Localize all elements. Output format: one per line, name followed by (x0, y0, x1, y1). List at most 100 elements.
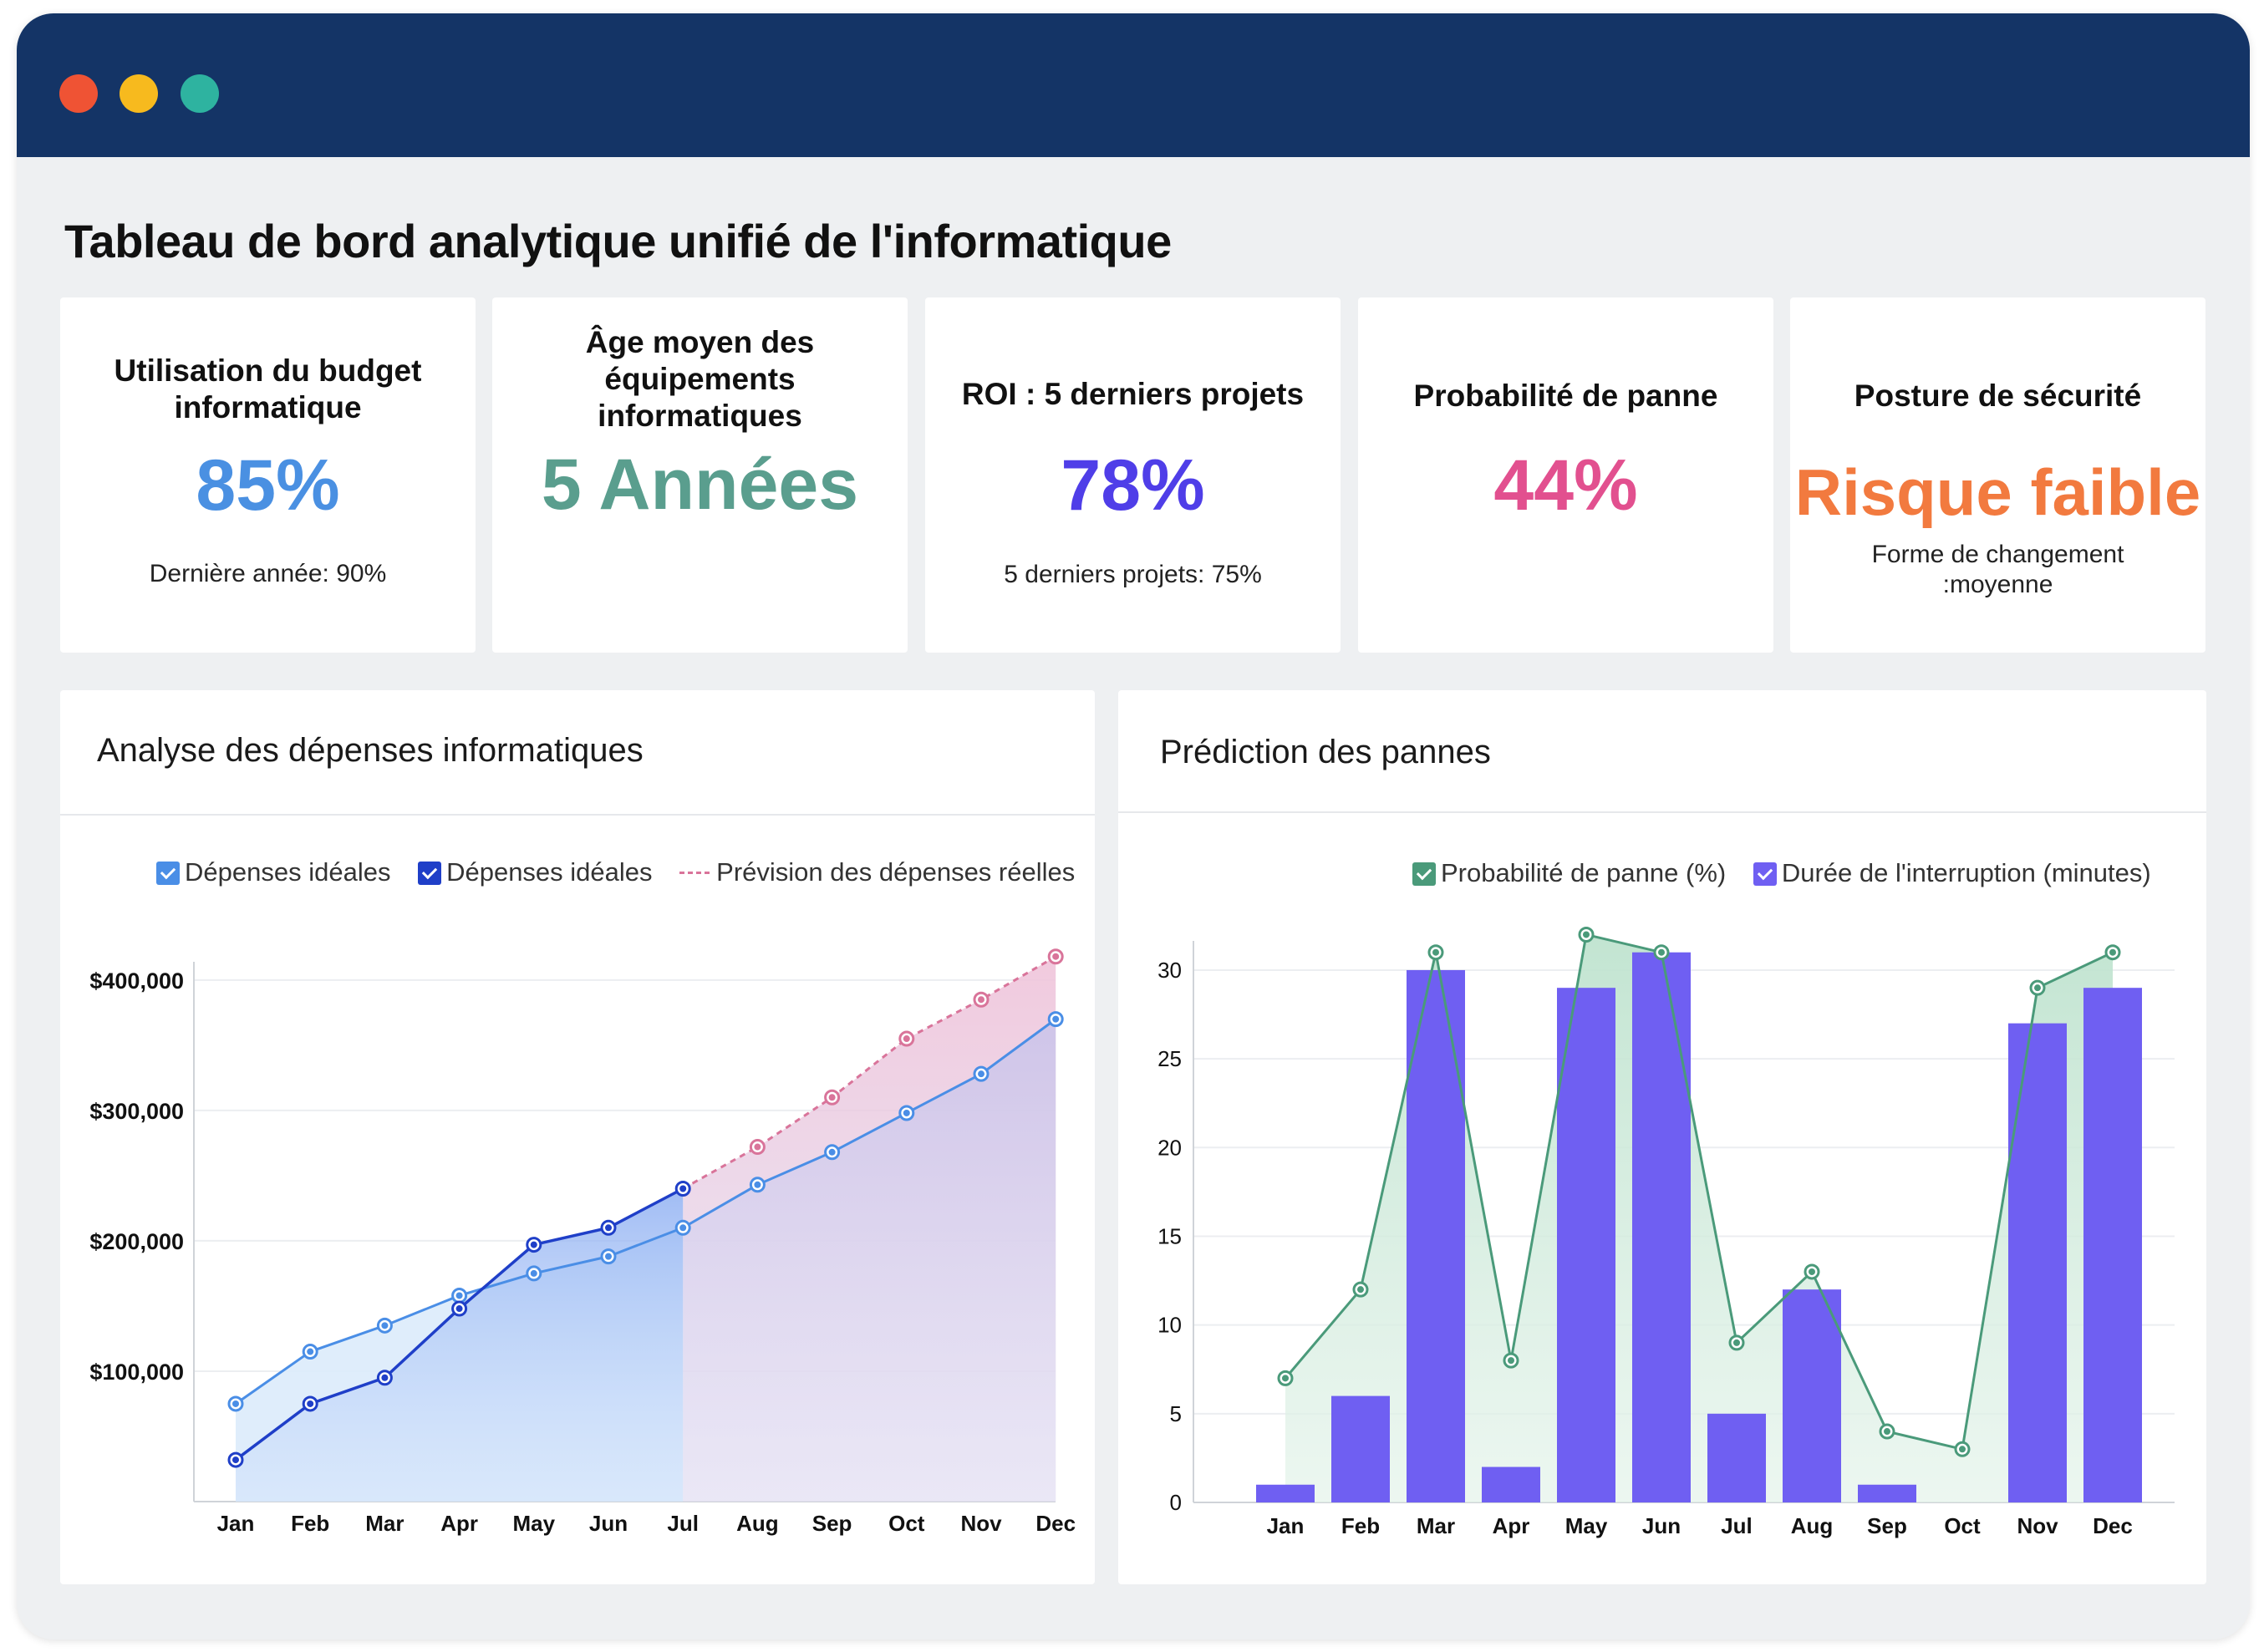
legend-label: Prévision des dépenses réelles (716, 856, 1076, 887)
data-point-probability-core (1508, 1357, 1514, 1365)
failure-combo-chart: 0 5 10 15 20 25 30 Jan Feb Mar Apr May Jun Jul Aug Sep O… (1157, 926, 2175, 1538)
x-tick-label: Nov (2017, 1513, 2058, 1538)
kpi-card-roi: ROI : 5 derniers projets 78% 5 derniers … (925, 297, 1341, 653)
checkbox-icon[interactable] (418, 861, 442, 885)
kpi-label: Âge moyen des équipements informatiques (585, 325, 815, 433)
legend-item-ideal-spend-2[interactable]: Dépenses idéales (418, 856, 653, 887)
series-line-ideal (235, 1018, 1057, 1405)
x-tick-label: Feb (291, 1511, 329, 1536)
data-point-probability-core (1959, 1446, 1966, 1453)
x-tick-label: Nov (960, 1511, 1002, 1536)
failure-prediction-panel: Prédiction des pannes Probabilité de pan… (1118, 690, 2206, 1584)
bar-downtime (1407, 969, 1465, 1502)
panel-title: Analyse des dépenses informatiques (97, 732, 644, 769)
x-tick-label: May (1565, 1513, 1608, 1538)
data-point-actual-core (679, 1185, 687, 1192)
kpi-label: Utilisation du budget informatique (114, 353, 422, 424)
kpi-subtext: 5 derniers projets: 75% (1004, 561, 1262, 588)
y-tick-label: 20 (1157, 1135, 1182, 1160)
bar-downtime (2008, 1023, 2067, 1502)
y-tick-label: 15 (1157, 1223, 1182, 1248)
checkbox-icon[interactable] (1753, 862, 1777, 886)
bar-downtime (1256, 1484, 1315, 1502)
data-point-actual-core (455, 1305, 463, 1313)
x-tick-label: Oct (1944, 1513, 1981, 1538)
y-tick-label: $300,000 (89, 1099, 184, 1124)
data-point-ideal-core (455, 1292, 463, 1299)
y-tick-label: 30 (1157, 958, 1182, 983)
data-point-probability-core (1357, 1286, 1364, 1294)
data-point-probability-core (1432, 948, 1439, 956)
x-tick-label: Dec (2093, 1513, 2133, 1538)
bar-downtime (1557, 988, 1615, 1502)
data-point-ideal-core (754, 1181, 761, 1188)
x-tick-label: Jul (667, 1511, 699, 1536)
bar-downtime (1482, 1466, 1540, 1502)
title-bar (17, 13, 2250, 157)
x-tick-label: Aug (736, 1511, 779, 1536)
data-point-actual-core (307, 1400, 314, 1407)
bar-downtime (2083, 988, 2142, 1502)
legend-item-downtime[interactable]: Durée de l'interruption (minutes) (1753, 858, 2151, 888)
x-tick-label: Apr (440, 1511, 478, 1536)
data-point-ideal-core (1052, 1015, 1060, 1023)
bar-downtime (1707, 1413, 1766, 1502)
data-point-forecast-core (978, 996, 984, 1004)
data-point-probability-core (1658, 948, 1665, 956)
x-tick-label: Sep (812, 1511, 852, 1536)
divider (1118, 811, 2206, 813)
data-point-probability-core (1282, 1375, 1289, 1382)
x-tick-label: Oct (888, 1511, 925, 1536)
kpi-subtext: Forme de changement :moyenne (1871, 541, 2124, 598)
legend-item-ideal-spend-1[interactable]: Dépenses idéales (156, 857, 390, 887)
kpi-card-security-posture: Posture de sécurité Risque faible Forme … (1790, 297, 2205, 653)
kpi-label: Posture de sécurité (1854, 379, 2142, 413)
kpi-card-budget: Utilisation du budget informatique 85% D… (60, 297, 476, 653)
data-point-actual-core (605, 1224, 612, 1232)
x-tick-label: Sep (1867, 1513, 1907, 1538)
kpi-value: 44% (1493, 445, 1638, 526)
page-title: Tableau de bord analytique unifié de l'i… (64, 215, 1172, 267)
x-tick-label: Feb (1341, 1513, 1380, 1538)
data-point-forecast-core (1052, 953, 1060, 960)
x-tick-label: May (513, 1511, 556, 1536)
kpi-subtext: Dernière année: 90% (149, 560, 387, 587)
bar-downtime (1858, 1484, 1916, 1502)
panel-title: Prédiction des pannes (1160, 734, 1491, 770)
data-point-ideal-core (307, 1348, 314, 1355)
legend-item-failure-probability[interactable]: Probabilité de panne (%) (1412, 858, 1726, 888)
kpi-card-equipment-age: Âge moyen des équipements informatiques … (492, 297, 908, 653)
x-tick-label: Mar (1417, 1513, 1455, 1538)
checkbox-icon[interactable] (156, 861, 180, 885)
kpi-value: 78% (1061, 445, 1205, 526)
data-point-probability-core (1884, 1428, 1890, 1436)
x-tick-label: Jan (1267, 1513, 1305, 1538)
bar-downtime (1632, 952, 1691, 1502)
chart-legend: Dépenses idéales Dépenses idéales Prévis… (156, 856, 1095, 887)
legend-label: Dépenses idéales (446, 856, 653, 887)
y-tick-label: 5 (1170, 1401, 1182, 1426)
data-point-actual-core (530, 1241, 537, 1248)
kpi-value: 5 Années (541, 445, 859, 525)
dashed-line-icon (679, 871, 710, 874)
kpi-card-failure-probability: Probabilité de panne 44% (1358, 297, 1773, 653)
spend-line-chart: $100,000 $200,000 $300,000 $400,000 Jan Feb Ma… (89, 948, 1076, 1536)
x-tick-label: Apr (1493, 1513, 1530, 1538)
x-tick-label: Jul (1721, 1513, 1753, 1538)
chart-legend: Probabilité de panne (%) Durée de l'inte… (1412, 856, 2171, 888)
data-point-ideal-core (232, 1400, 239, 1407)
data-point-ideal-core (828, 1148, 836, 1156)
divider (60, 814, 1095, 816)
kpi-value: 85% (196, 445, 340, 526)
kpi-value: Risque faible (1794, 455, 2201, 529)
y-tick-label: 0 (1170, 1490, 1182, 1515)
data-point-ideal-core (903, 1109, 910, 1116)
legend-item-forecast[interactable]: Prévision des dépenses réelles (679, 857, 1075, 887)
ideal-area-forecast-period (683, 1019, 1056, 1502)
minimize-window-icon[interactable] (120, 74, 158, 113)
data-point-probability-core (1583, 931, 1590, 938)
close-window-icon[interactable] (59, 74, 98, 113)
y-tick-label: 25 (1157, 1046, 1182, 1071)
maximize-window-icon[interactable] (181, 74, 219, 113)
checkbox-icon[interactable] (1412, 862, 1436, 886)
